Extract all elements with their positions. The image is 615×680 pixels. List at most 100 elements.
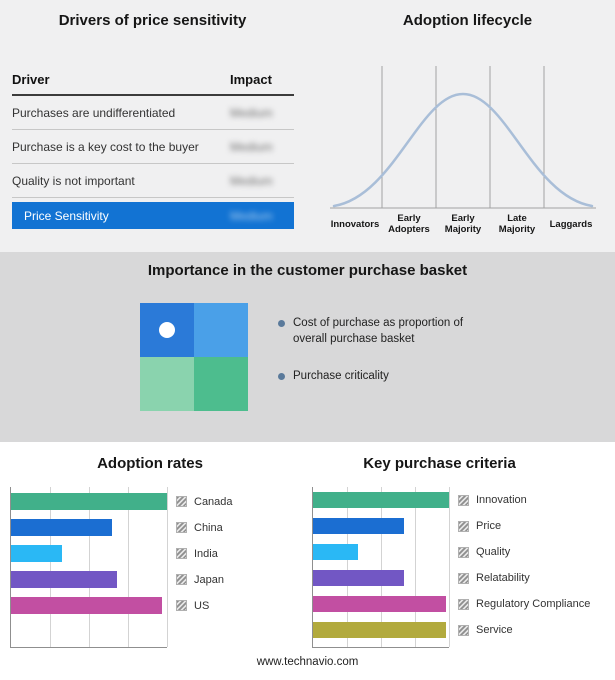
legend-swatch-icon — [458, 494, 469, 506]
matrix-quadrant-tr — [194, 303, 248, 357]
stage-label-early-adopters: Early Adopters — [388, 213, 430, 235]
adoption-rates-chart — [10, 487, 168, 648]
stage-label-early-majority: Early Majority — [444, 213, 482, 235]
stage-label-laggards: Laggards — [549, 218, 593, 230]
key-purchase-criteria-chart — [312, 487, 450, 648]
legend-swatch-icon — [176, 548, 187, 559]
gridline — [167, 487, 168, 647]
gridline — [449, 487, 450, 647]
bar-india — [11, 545, 63, 562]
legend-item-japan: Japan — [176, 573, 224, 587]
col-impact-header: Impact — [230, 71, 272, 87]
stage-label-innovators: Innovators — [330, 218, 380, 230]
matrix-marker-dot — [159, 322, 175, 338]
gridline — [381, 487, 382, 647]
matrix-quadrant-bl — [140, 357, 194, 411]
impact-cell-blurred: Medium — [230, 105, 273, 120]
gridline — [128, 487, 129, 647]
bullet-item: Cost of purchase as proportion of overal… — [278, 316, 528, 347]
legend-item-regulatory-compliance: Regulatory Compliance — [458, 597, 590, 611]
bullet-item: Purchase criticality — [278, 369, 528, 385]
legend-label: Quality — [476, 546, 511, 558]
price-sensitivity-row: Price Sensitivity Medium — [12, 202, 294, 229]
table-row: Purchase is a key cost to the buyer Medi… — [12, 130, 294, 164]
table-row: Purchases are undifferentiated Medium — [12, 96, 294, 130]
legend-label: China — [194, 521, 223, 534]
bottom-section: Adoption rates Key purchase criteria Can… — [0, 442, 615, 680]
purchase-basket-section: Importance in the customer purchase bask… — [0, 252, 615, 442]
legend-item-relatability: Relatability — [458, 571, 530, 585]
drivers-table-header: Driver Impact — [12, 64, 294, 96]
legend-swatch-icon — [458, 520, 469, 532]
bullet-text: Purchase criticality — [293, 370, 389, 383]
matrix-quadrant-br — [194, 357, 248, 411]
gridline — [347, 487, 348, 647]
gridline — [415, 487, 416, 647]
key-purchase-criteria-title: Key purchase criteria — [363, 455, 516, 472]
top-section: Drivers of price sensitivity Driver Impa… — [0, 0, 615, 252]
bar-service — [313, 622, 447, 638]
bar-price — [313, 518, 405, 534]
bell-curve — [332, 92, 594, 208]
website-url: www.technavio.com — [256, 656, 359, 668]
adoption-lifecycle-chart — [330, 66, 596, 209]
drivers-table: Driver Impact Purchases are undifferenti… — [12, 64, 294, 198]
legend-swatch-icon — [458, 598, 469, 610]
driver-cell: Purchases are undifferentiated — [12, 105, 176, 120]
legend-label: US — [194, 599, 210, 612]
legend-item-innovation: Innovation — [458, 493, 527, 507]
legend-swatch-icon — [176, 522, 187, 533]
legend-item-us: US — [176, 599, 209, 613]
bar-innovation — [313, 492, 449, 508]
legend-swatch-icon — [458, 572, 469, 584]
legend-item-quality: Quality — [458, 545, 510, 559]
basket-title: Importance in the customer purchase bask… — [147, 262, 468, 279]
legend-label: India — [194, 547, 218, 560]
legend-swatch-icon — [176, 574, 187, 585]
basket-bullet-list: Cost of purchase as proportion of overal… — [278, 316, 528, 407]
legend-label: Japan — [194, 573, 224, 586]
driver-cell: Quality is not important — [12, 173, 135, 188]
legend-item-india: India — [176, 547, 218, 561]
table-row: Quality is not important Medium — [12, 164, 294, 198]
legend-swatch-icon — [176, 600, 187, 611]
legend-label: Regulatory Compliance — [476, 598, 591, 610]
legend-item-canada: Canada — [176, 495, 233, 509]
bullet-text: Cost of purchase as proportion of overal… — [293, 317, 464, 345]
matrix-quadrant-tl — [140, 303, 194, 357]
col-driver-header: Driver — [12, 71, 50, 87]
legend-swatch-icon — [176, 496, 187, 507]
adoption-rates-title: Adoption rates — [97, 455, 203, 472]
bar-relatability — [313, 570, 405, 586]
stage-label-late-majority: Late Majority — [498, 213, 536, 235]
legend-label: Service — [476, 624, 513, 636]
legend-swatch-icon — [458, 624, 469, 636]
bar-canada — [11, 493, 167, 510]
legend-swatch-icon — [458, 546, 469, 558]
drivers-title: Drivers of price sensitivity — [58, 12, 247, 29]
legend-label: Canada — [194, 495, 233, 508]
priority-matrix — [140, 303, 248, 411]
legend-item-price: Price — [458, 519, 501, 533]
bar-quality — [313, 544, 358, 560]
bar-regulatory-compliance — [313, 596, 447, 612]
bullet-icon — [278, 320, 285, 327]
impact-cell-blurred: Medium — [230, 173, 273, 188]
bar-japan — [11, 571, 118, 588]
bar-china — [11, 519, 113, 536]
gridline — [89, 487, 90, 647]
legend-item-china: China — [176, 521, 223, 535]
highlight-impact-cell-blurred: Medium — [230, 208, 273, 223]
legend-label: Price — [476, 520, 502, 532]
legend-label: Relatability — [476, 572, 530, 584]
lifecycle-title: Adoption lifecycle — [402, 12, 533, 29]
driver-cell: Purchase is a key cost to the buyer — [12, 139, 199, 154]
lifecycle-stage-labels: Innovators Early Adopters Early Majority… — [328, 212, 598, 238]
gridline — [50, 487, 51, 647]
bullet-icon — [278, 373, 285, 381]
impact-cell-blurred: Medium — [230, 139, 273, 154]
highlight-driver-cell: Price Sensitivity — [24, 208, 109, 223]
bar-us — [11, 597, 163, 614]
legend-item-service: Service — [458, 623, 513, 637]
